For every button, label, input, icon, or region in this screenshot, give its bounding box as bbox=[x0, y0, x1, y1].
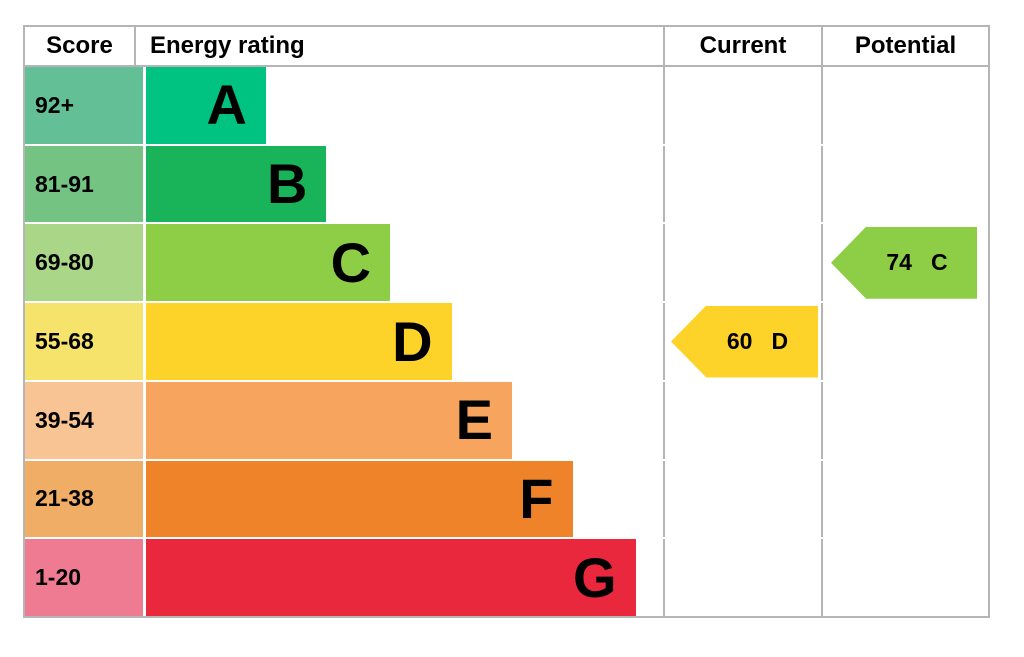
bar-track: A bbox=[146, 67, 663, 144]
band-letter: C bbox=[330, 230, 372, 294]
rating-bar: F bbox=[146, 460, 573, 538]
bar-track: B bbox=[146, 145, 663, 223]
current-score: 60 bbox=[726, 328, 753, 355]
current-cell bbox=[663, 381, 821, 459]
score-cell: 55-68 bbox=[25, 303, 146, 380]
band-letter: B bbox=[266, 152, 308, 216]
score-cell: 39-54 bbox=[25, 381, 146, 459]
current-cell bbox=[663, 145, 821, 223]
score-cell: 21-38 bbox=[25, 460, 146, 538]
band-row-c: 69-80 C 74 C bbox=[25, 224, 988, 304]
potential-column-header: Potential bbox=[821, 27, 988, 65]
potential-cell bbox=[821, 67, 988, 144]
band-row-e: 39-54 E bbox=[25, 381, 988, 461]
rating-bands: 92+ A 81-91 B 69-80 C 74 C bbox=[25, 67, 988, 617]
rating-bar: C bbox=[146, 224, 391, 302]
score-cell: 92+ bbox=[25, 67, 146, 144]
band-row-d: 55-68 D 60 D bbox=[25, 303, 988, 382]
bar-track: G bbox=[146, 539, 663, 617]
potential-cell bbox=[821, 460, 988, 538]
band-row-b: 81-91 B bbox=[25, 145, 988, 225]
score-cell: 81-91 bbox=[25, 145, 146, 223]
band-row-a: 92+ A bbox=[25, 67, 988, 146]
current-cell bbox=[663, 460, 821, 538]
rating-bar: B bbox=[146, 145, 327, 223]
rating-bar: G bbox=[146, 539, 636, 617]
bar-track: E bbox=[146, 381, 663, 459]
potential-band-letter: C bbox=[930, 249, 948, 276]
chart-header-row: Score Energy rating Current Potential bbox=[25, 27, 988, 67]
band-row-f: 21-38 F bbox=[25, 460, 988, 540]
band-row-g: 1-20 G bbox=[25, 539, 988, 617]
score-cell: 1-20 bbox=[25, 539, 146, 617]
potential-cell bbox=[821, 145, 988, 223]
score-column-header: Score bbox=[46, 32, 113, 59]
band-letter: G bbox=[573, 545, 617, 609]
potential-rating-arrow: 74 C bbox=[831, 226, 977, 299]
band-letter: E bbox=[455, 388, 494, 452]
current-cell bbox=[663, 539, 821, 617]
band-letter: A bbox=[206, 73, 247, 137]
epc-rating-chart: Score Energy rating Current Potential 92… bbox=[23, 25, 990, 618]
current-column-header: Current bbox=[663, 27, 821, 65]
band-letter: F bbox=[519, 466, 554, 530]
bar-track: D bbox=[146, 303, 663, 380]
current-cell bbox=[663, 67, 821, 144]
energy-rating-column-header: Energy rating bbox=[134, 27, 663, 65]
score-cell: 69-80 bbox=[25, 224, 146, 302]
rating-bar: A bbox=[146, 67, 266, 144]
bar-track: F bbox=[146, 460, 663, 538]
current-rating-arrow: 60 D bbox=[671, 305, 818, 378]
current-band-letter: D bbox=[771, 328, 789, 355]
potential-score: 74 bbox=[886, 249, 912, 276]
current-cell bbox=[663, 224, 821, 302]
potential-cell bbox=[821, 539, 988, 617]
rating-bar: E bbox=[146, 381, 513, 459]
potential-cell: 74 C bbox=[821, 224, 988, 302]
bar-track: C bbox=[146, 224, 663, 302]
rating-bar: D bbox=[146, 303, 452, 380]
potential-cell bbox=[821, 381, 988, 459]
current-cell: 60 D bbox=[663, 303, 821, 380]
band-letter: D bbox=[392, 309, 433, 373]
potential-cell bbox=[821, 303, 988, 380]
